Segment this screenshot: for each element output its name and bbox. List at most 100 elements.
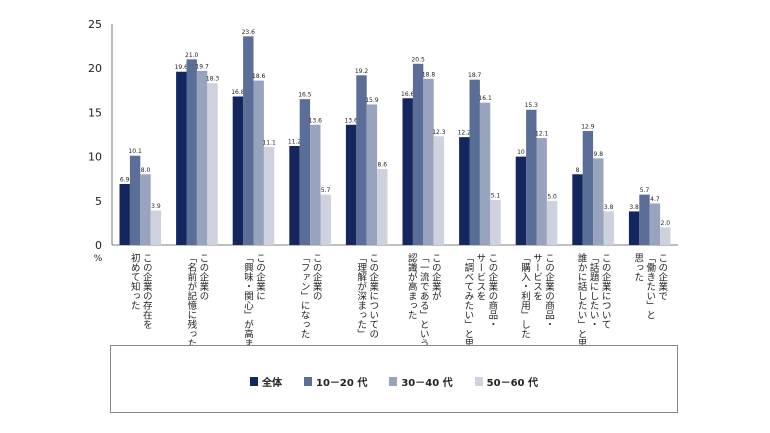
bar <box>546 200 558 245</box>
bar <box>649 203 661 245</box>
bar <box>263 146 275 245</box>
bar <box>423 78 434 245</box>
bar-value-label: 12.9 <box>581 123 595 130</box>
category-label: この企業が <box>430 253 442 301</box>
bar-value-label: 13.6 <box>344 117 358 124</box>
legend-swatch-0 <box>250 377 258 386</box>
bar-value-label: 19.2 <box>355 68 369 75</box>
legend-swatch-3 <box>474 377 483 386</box>
bar-value-label: 18.7 <box>468 72 482 79</box>
category-label: 思った <box>632 253 644 282</box>
bar <box>433 136 445 245</box>
legend-label: 30－40 代 <box>401 378 453 389</box>
category-label: この企業に <box>254 253 266 301</box>
category-label: 「働きたい」と <box>644 253 656 320</box>
bar-value-label: 19.6 <box>175 64 189 71</box>
bar <box>310 124 321 245</box>
y-tick-label: 5 <box>95 195 102 208</box>
bar-series-group: 6.9 10.1 8.0 3.9 19.6 21.0 19.7 18.3 16.8 23.6 18.… <box>119 29 671 246</box>
category-label: 「調べてみたい」と思った <box>462 253 474 367</box>
bar <box>459 137 470 245</box>
bar-value-label: 2.0 <box>661 220 671 227</box>
bar <box>412 63 424 245</box>
category-label: この企業についての <box>367 253 379 339</box>
category-label: 「理解が深まった」 <box>355 253 367 339</box>
bar <box>320 194 331 245</box>
bar <box>593 158 604 245</box>
bar <box>469 79 480 245</box>
y-tick-label: 15 <box>88 106 102 119</box>
legend-swatch-1 <box>304 377 312 386</box>
bar <box>345 124 357 245</box>
bar <box>129 155 141 245</box>
bar <box>660 227 671 245</box>
bar-value-label: 16.1 <box>478 95 492 102</box>
bar-value-label: 8.6 <box>378 161 388 168</box>
bar <box>196 70 208 246</box>
bar-value-label: 12.1 <box>535 131 549 138</box>
bar-value-label: 4.7 <box>650 196 660 203</box>
bar-value-label: 11.2 <box>288 138 302 145</box>
bar-value-label: 11.1 <box>262 139 276 146</box>
bar <box>150 210 162 245</box>
bar-value-label: 13.6 <box>309 117 323 124</box>
category-label: 「話題にしたい・ <box>588 253 600 329</box>
category-label: サービスを <box>474 253 486 301</box>
bar-value-label: 20.5 <box>411 56 425 63</box>
bar <box>140 174 151 245</box>
legend-label: 全体 <box>262 378 282 389</box>
bar <box>377 168 388 245</box>
bar-value-label: 15.3 <box>525 102 539 109</box>
bar <box>572 174 583 245</box>
y-tick-label: 10 <box>88 151 102 164</box>
y-tick-label: 20 <box>88 62 102 75</box>
y-tick-label: 25 <box>88 18 102 31</box>
bar-value-label: 19.7 <box>195 63 209 70</box>
category-label: 「興味・関心」が高まった <box>242 253 254 367</box>
bar-value-label: 16.8 <box>231 89 245 96</box>
category-label: 初めて知った <box>129 252 141 310</box>
bar <box>582 130 594 245</box>
bar <box>515 156 527 245</box>
bar <box>526 109 537 245</box>
category-label: この企業の商品・ <box>486 253 498 329</box>
bar <box>366 104 378 245</box>
bar <box>356 75 367 245</box>
y-unit-label: % <box>94 254 103 264</box>
bar-value-label: 12.2 <box>458 130 472 137</box>
category-label: 「ファン」になった <box>299 253 311 339</box>
legend-swatch-2 <box>389 377 398 386</box>
bar-value-label: 8.0 <box>141 167 151 174</box>
category-label: この企業の商品・ <box>543 253 555 329</box>
bar <box>289 145 300 245</box>
legend-item: 10－20 代 <box>304 374 367 389</box>
bar-value-label: 3.8 <box>604 204 614 211</box>
bar-value-label: 3.8 <box>629 204 639 211</box>
bar <box>402 98 413 245</box>
bar <box>186 59 197 245</box>
bar <box>603 211 614 245</box>
bar-value-label: 9.8 <box>594 151 604 158</box>
bar <box>176 71 187 246</box>
bar-value-label: 10 <box>517 149 525 156</box>
bar <box>299 99 311 245</box>
bar <box>490 199 501 245</box>
y-tick-label: 0 <box>95 239 102 252</box>
bar-value-label: 6.9 <box>120 177 130 184</box>
category-label: この企業について <box>600 253 612 329</box>
bar <box>639 194 650 245</box>
bar-value-label: 23.6 <box>242 29 256 36</box>
category-label: 誰かに話したい」と思った <box>576 252 588 367</box>
bar <box>207 83 218 245</box>
legend-item: 50－60 代 <box>474 374 538 389</box>
bar-value-label: 16.6 <box>401 91 415 98</box>
bar <box>253 80 264 246</box>
bar-value-label: 3.9 <box>151 203 161 210</box>
bar <box>119 184 130 245</box>
bar <box>536 138 547 245</box>
bar-value-label: 5.0 <box>547 193 557 200</box>
bar-value-label: 10.1 <box>128 148 142 155</box>
bar-value-label: 12.3 <box>432 129 446 136</box>
bar-value-label: 5.7 <box>321 187 331 194</box>
